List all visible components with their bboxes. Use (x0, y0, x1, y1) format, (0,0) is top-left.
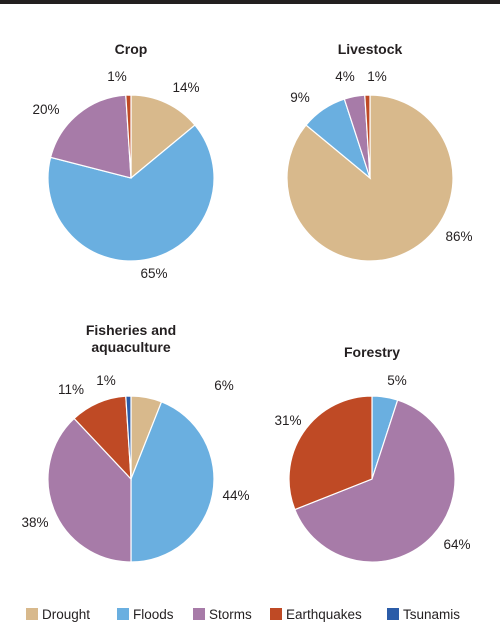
legend-label-tsunamis: Tsunamis (403, 607, 460, 622)
pie-label-1-drought: 14% (172, 80, 199, 95)
legend-swatch-earthquakes (270, 608, 282, 620)
pie-title-1-line-1: Crop (115, 41, 148, 57)
pie-title-3-line-2: aquaculture (91, 339, 171, 355)
pie-slice-4-earthquakes (288, 395, 373, 511)
pie-slice-2-earthquakes (364, 94, 371, 179)
pie-label-2-earthquakes: 1% (367, 69, 387, 84)
legend-label-earthquakes: Earthquakes (286, 607, 362, 622)
pie-label-3-floods: 44% (222, 488, 249, 503)
pie-slice-3-floods (130, 401, 215, 563)
pie-label-3-tsunamis: 1% (96, 373, 116, 388)
pie-label-4-storms: 64% (443, 537, 470, 552)
pie-title-3-line-1: Fisheries and (86, 322, 176, 338)
legend-swatch-floods (117, 608, 129, 620)
pie-label-2-storms: 4% (335, 69, 355, 84)
pie-label-1-earthquakes: 1% (107, 69, 127, 84)
legend-swatch-drought (26, 608, 38, 620)
pie-label-3-storms: 38% (21, 515, 48, 530)
legend-swatch-tsunamis (387, 608, 399, 620)
pie-title-2-line-1: Livestock (338, 41, 403, 57)
pie-slice-1-storms (49, 94, 132, 179)
pie-label-1-storms: 20% (32, 102, 59, 117)
legend-label-floods: Floods (133, 607, 174, 622)
pie-chart-2: Livestock 86% 9% 4% 1% (286, 41, 473, 262)
pie-chart-4: Forestry 5% 64% 31% (274, 344, 471, 563)
legend-label-storms: Storms (209, 607, 252, 622)
pie-label-4-earthquakes: 31% (274, 413, 301, 428)
pie-slice-1-earthquakes (125, 94, 132, 179)
legend: Drought Floods Storms Earthquakes Tsunamis (26, 607, 460, 622)
pie-slice-4-storms (294, 399, 456, 563)
pie-label-4-floods: 5% (387, 373, 407, 388)
legend-label-drought: Drought (42, 607, 90, 622)
top-rule (0, 0, 500, 4)
pie-label-2-drought: 86% (445, 229, 472, 244)
pie-label-2-floods: 9% (290, 90, 310, 105)
pie-slice-3-storms (47, 417, 132, 563)
pie-slice-1-drought (130, 94, 196, 180)
pie-chart-1: Crop 14% 65% 20% 1% (32, 41, 215, 281)
pie-slice-3-tsunamis (125, 395, 132, 480)
pie-title-4-line-1: Forestry (344, 344, 400, 360)
legend-swatch-storms (193, 608, 205, 620)
pie-label-1-floods: 65% (140, 266, 167, 281)
pie-slice-1-floods (47, 124, 215, 262)
pie-label-3-drought: 6% (214, 378, 234, 393)
pie-label-3-earthquakes: 11% (58, 382, 84, 397)
